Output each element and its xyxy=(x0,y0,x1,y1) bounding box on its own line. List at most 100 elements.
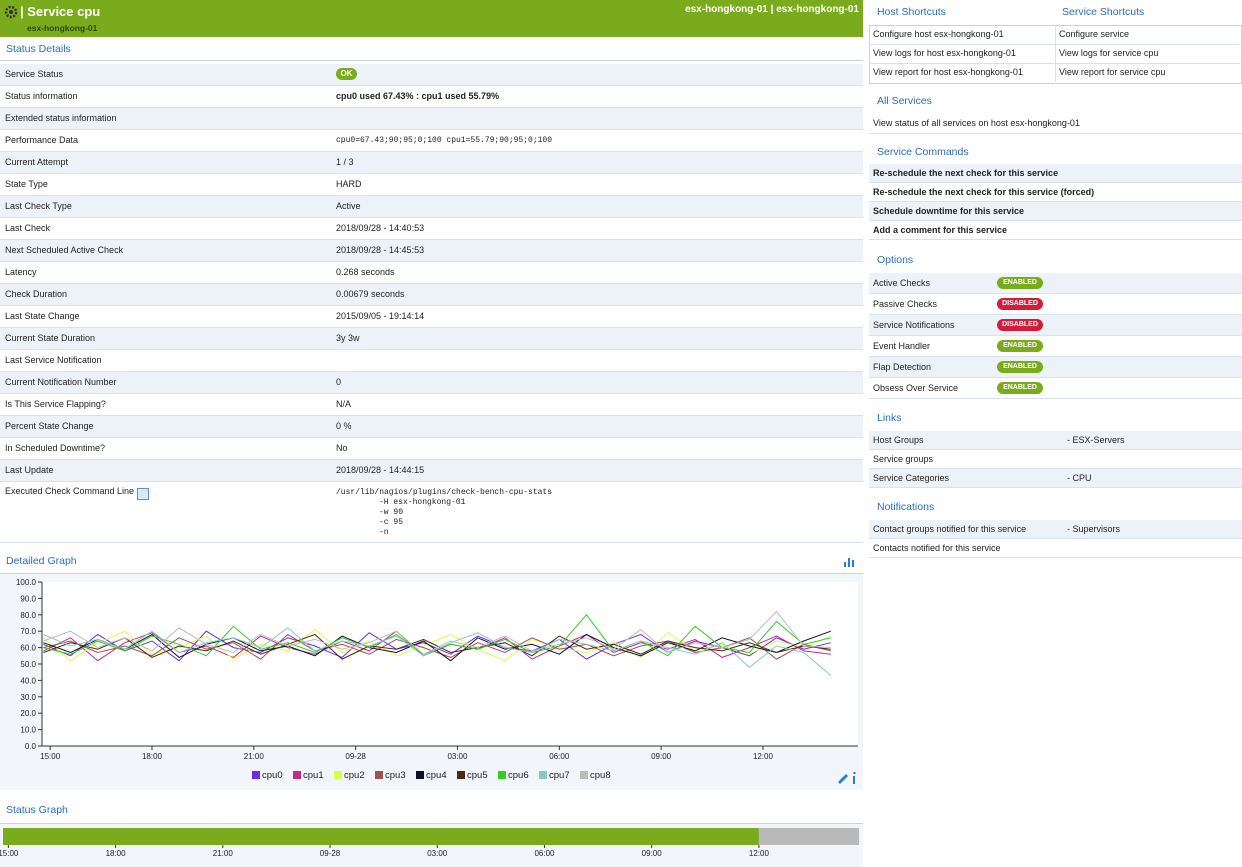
info-value: - ESX-Servers xyxy=(1067,435,1125,445)
detail-label: Next Scheduled Active Check xyxy=(5,245,124,255)
option-state[interactable]: ENABLED xyxy=(997,382,1043,394)
host-subtitle: esx-hongkong-01 xyxy=(27,23,98,33)
detail-row: Check Duration 0.00679 seconds xyxy=(0,284,863,306)
y-tick-label: 60.0 xyxy=(20,644,36,653)
x-tick-label: 15:00 xyxy=(0,849,19,858)
x-tick-label: 06:00 xyxy=(534,849,555,858)
option-label: Service Notifications xyxy=(873,320,955,330)
detail-row: In Scheduled Downtime? No xyxy=(0,438,863,460)
detail-value: 2018/09/28 - 14:45:53 xyxy=(336,245,425,255)
info-label: Contacts notified for this service xyxy=(873,543,1001,553)
edit-icon[interactable] xyxy=(838,774,848,784)
x-tick-label: 09:00 xyxy=(642,849,663,858)
legend-label: cpu3 xyxy=(385,770,406,781)
detail-label: Performance Data xyxy=(5,135,79,145)
x-tick-label: 12:00 xyxy=(749,849,770,858)
detail-label: Current Attempt xyxy=(5,157,69,167)
series-line xyxy=(43,630,831,662)
service-command[interactable]: Schedule downtime for this service xyxy=(873,206,1025,216)
detail-row: Service Status OK xyxy=(0,64,863,86)
y-tick-label: 90.0 xyxy=(20,594,36,603)
info-value: - Supervisors xyxy=(1067,524,1121,534)
service-command[interactable]: Re-schedule the next check for this serv… xyxy=(873,187,1095,197)
all-services-link[interactable]: View status of all services on host esx-… xyxy=(873,118,1080,128)
option-state[interactable]: ENABLED xyxy=(997,340,1043,352)
detail-label: Status information xyxy=(5,91,78,101)
x-tick-label: 18:00 xyxy=(106,849,127,858)
option-state[interactable]: ENABLED xyxy=(997,361,1043,373)
detail-label: In Scheduled Downtime? xyxy=(5,443,106,453)
detail-label: Current Notification Number xyxy=(5,377,117,387)
detail-label: Last Service Notification xyxy=(5,355,102,365)
detail-label: State Type xyxy=(5,179,48,189)
shortcut-link[interactable]: Configure host esx-hongkong-01 xyxy=(873,29,1004,39)
command-row xyxy=(869,202,1242,221)
y-tick-label: 0.0 xyxy=(25,742,37,751)
shortcut-link[interactable]: View logs for service cpu xyxy=(1059,48,1159,58)
detail-row: Current Attempt 1 / 3 xyxy=(0,152,863,174)
command-row xyxy=(869,183,1242,202)
shortcut-link[interactable]: View report for host esx-hongkong-01 xyxy=(873,67,1023,77)
legend-swatch xyxy=(375,771,383,779)
info-value: - CPU xyxy=(1067,473,1092,483)
command-row: Executed Check Command Line/usr/lib/nagi… xyxy=(0,482,863,543)
info-row xyxy=(869,539,1242,558)
help-icon[interactable] xyxy=(137,488,149,500)
graph-icon[interactable] xyxy=(843,556,855,568)
service-command[interactable]: Re-schedule the next check for this serv… xyxy=(873,168,1059,178)
option-label: Passive Checks xyxy=(873,299,938,309)
service-command[interactable]: Add a comment for this service xyxy=(873,225,1008,235)
detail-label: Last Update xyxy=(5,465,54,475)
shortcut-link[interactable]: Configure service xyxy=(1059,29,1130,39)
host-links[interactable]: esx-hongkong-01 | esx-hongkong-01 xyxy=(685,4,859,15)
option-state[interactable]: ENABLED xyxy=(997,277,1043,289)
option-label: Event Handler xyxy=(873,341,931,351)
option-state[interactable]: DISABLED xyxy=(997,298,1043,310)
status-segment xyxy=(758,828,859,845)
legend-swatch xyxy=(293,771,301,779)
command-line: /usr/lib/nagios/plugins/check-bench-cpu-… xyxy=(336,488,553,497)
section-title: Service Shortcuts xyxy=(1062,6,1145,18)
legend-swatch xyxy=(498,771,506,779)
detail-value: 3y 3w xyxy=(336,333,360,343)
section-title: Detailed Graph xyxy=(6,555,77,567)
option-label: Flap Detection xyxy=(873,362,932,372)
service-title: | Service cpu xyxy=(20,4,101,19)
info-icon[interactable] xyxy=(853,772,856,784)
detail-row: Last Service Notification xyxy=(0,350,863,372)
detail-label: Last Check xyxy=(5,223,51,233)
option-state[interactable]: DISABLED xyxy=(997,319,1043,331)
detail-row: Status information cpu0 used 67.43% : cpu… xyxy=(0,86,863,108)
legend-swatch xyxy=(580,771,588,779)
detail-label: Last Check Type xyxy=(5,201,72,211)
legend-label: cpu8 xyxy=(590,770,611,781)
detail-value: 2018/09/28 - 14:40:53 xyxy=(336,223,425,233)
y-tick-label: 50.0 xyxy=(20,660,36,669)
legend-label: cpu4 xyxy=(426,770,447,781)
shortcut-link[interactable]: View logs for host esx-hongkong-01 xyxy=(873,48,1016,58)
option-label: Active Checks xyxy=(873,278,931,288)
info-row xyxy=(869,450,1242,469)
detail-value: cpu0=67.43;90;95;0;100 cpu1=55.79;90;95;… xyxy=(336,136,553,145)
gear-icon[interactable] xyxy=(4,5,18,19)
series-line xyxy=(43,633,831,660)
legend-label: cpu5 xyxy=(467,770,488,781)
x-tick-label: 21:00 xyxy=(213,849,234,858)
side-panel: Host Shortcuts Service Shortcuts Configure… xyxy=(869,0,1242,867)
section-title: Service Commands xyxy=(877,146,969,158)
y-tick-label: 80.0 xyxy=(20,611,36,620)
info-label: Service groups xyxy=(873,454,934,464)
shortcut-link[interactable]: View report for service cpu xyxy=(1059,67,1166,77)
divider xyxy=(0,573,863,574)
command-row xyxy=(869,221,1242,240)
detail-label: Check Duration xyxy=(5,289,68,299)
detail-value: 2018/09/28 - 14:44:15 xyxy=(336,465,425,475)
legend-swatch xyxy=(416,771,424,779)
option-label: Obsess Over Service xyxy=(873,383,959,393)
section-title: Links xyxy=(877,412,902,424)
detail-row: Performance Data cpu0=67.43;90;95;0;100 c… xyxy=(0,130,863,152)
legend-label: cpu1 xyxy=(303,770,324,781)
series-line xyxy=(43,627,832,676)
x-tick-label: 03:00 xyxy=(427,849,448,858)
